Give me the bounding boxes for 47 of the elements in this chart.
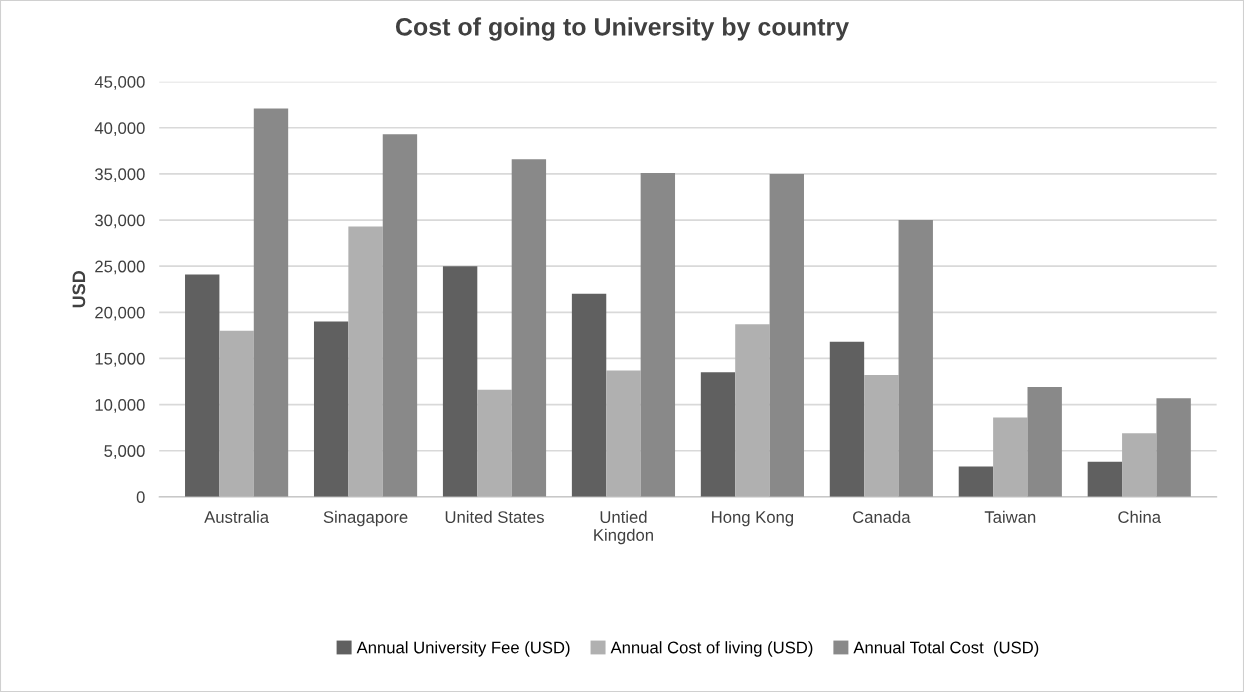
y-tick-label: 40,000 — [94, 122, 145, 136]
x-tick-label: Hong Kong — [712, 511, 794, 527]
x-tick-label: Sinagapore — [323, 510, 408, 527]
bar — [219, 330, 254, 497]
bar — [253, 108, 289, 497]
y-tick-label: 10,000 — [95, 398, 145, 413]
bar — [864, 375, 899, 497]
bar — [382, 134, 418, 497]
bar — [1087, 461, 1123, 497]
y-tick-label: 5,000 — [104, 445, 145, 459]
bar — [313, 321, 349, 497]
bar — [348, 226, 383, 497]
y-tick-label: 30,000 — [95, 214, 145, 229]
legend-label: Annual University Fee (USD) — [356, 641, 570, 657]
bar — [898, 220, 933, 497]
bar — [606, 370, 641, 497]
legend-label: Annual Cost of living (USD) — [610, 641, 813, 657]
y-tick-label: 0 — [136, 491, 145, 504]
legend-label: Annual Total Cost (USD) — [853, 641, 1039, 657]
bar — [477, 389, 512, 497]
y-axis-title: USD — [72, 270, 86, 308]
y-tick-label: 35,000 — [95, 168, 145, 183]
x-tick-label: United States — [445, 510, 544, 523]
x-tick-label: Canada — [853, 510, 911, 523]
bar — [700, 372, 736, 497]
y-tick-label: 45,000 — [94, 76, 145, 90]
x-tick-label: Australia — [204, 510, 270, 523]
bar — [511, 159, 547, 497]
chart-title: Cost of going to University by country — [395, 17, 849, 41]
bar — [442, 266, 478, 497]
bar — [640, 173, 676, 497]
x-tick-label: China — [1118, 510, 1162, 523]
bar — [993, 417, 1028, 497]
bar — [735, 324, 770, 497]
x-tick-label: Untied Kingdon — [594, 510, 653, 545]
bar — [571, 293, 607, 497]
bar — [769, 173, 804, 497]
bar — [1027, 387, 1062, 497]
y-tick-label: 25,000 — [95, 260, 145, 275]
x-tick-label: Taiwan — [984, 510, 1036, 523]
bar — [958, 466, 994, 497]
bar — [1156, 398, 1191, 497]
bar — [1122, 433, 1157, 497]
y-tick-label: 20,000 — [95, 306, 145, 321]
bar — [829, 341, 865, 497]
bar — [185, 274, 220, 497]
y-tick-label: 15,000 — [95, 352, 145, 367]
